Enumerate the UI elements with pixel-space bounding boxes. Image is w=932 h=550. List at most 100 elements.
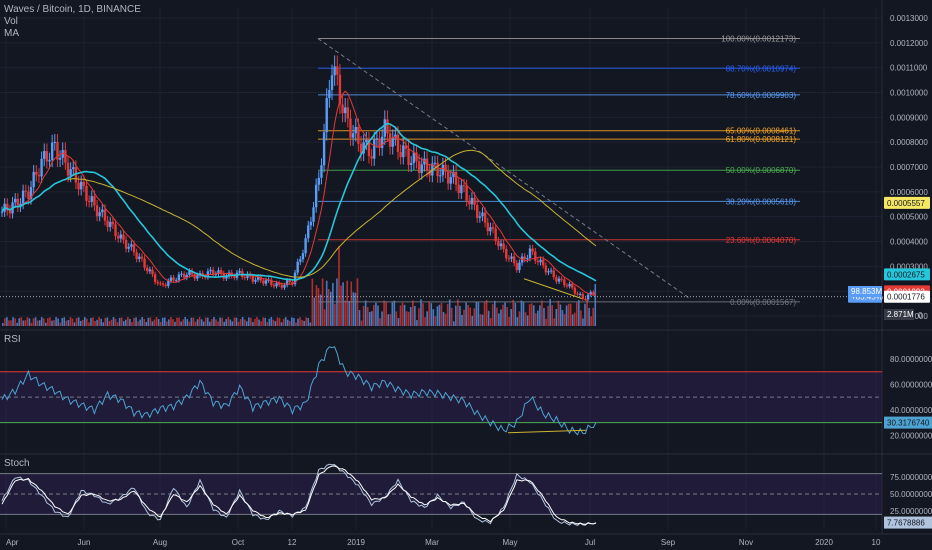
volume-bar [26,317,29,326]
candle-body [431,163,434,176]
candle-body [58,157,62,160]
candle-body [159,283,162,285]
candle-body [182,273,186,278]
volume-bar [317,288,320,326]
volume-bar [557,300,560,326]
volume-bar [293,317,295,326]
stoch-d-line [1,465,597,525]
volume-bar [545,318,547,326]
fibonacci-retracement[interactable]: 100.00%(0.0012173) 88.70%(0.0010974) 78.60… [0,35,882,307]
volume-bar [209,321,211,326]
fib-level-label: 61.80%(0.0008121) [726,135,797,144]
volume-bar [38,320,41,326]
price-tick-label: 0.0013000 [890,14,928,23]
volume-bar [489,318,492,326]
candle-body [251,276,254,282]
candle-body [317,177,320,185]
volume-bar [182,319,184,326]
volume-bar [184,317,187,326]
fib-level-label: 38.20%(0.0005618) [726,197,797,206]
volume-bar [24,320,27,326]
candle-body [336,66,339,75]
volume-bar [438,304,441,326]
volume-bar [377,305,379,326]
volume-bar [354,292,357,326]
candle-body [531,248,534,252]
candle-body [433,162,437,164]
volume-bar [537,310,539,326]
candle-body [85,185,88,201]
volume-bar [200,319,203,326]
candle-body [109,221,112,227]
time-axis[interactable]: Apr Jun Aug Oct 12 2019 Mar May Jul Sep Nov 2020 10 [6,538,881,547]
price-tick-label: 0.0009000 [890,113,928,122]
candle-body [280,284,284,288]
volume-bar [584,303,586,326]
candle-body [32,171,35,188]
fib-level-label: 50.00%(0.0006870) [726,166,797,175]
candle-body [196,275,199,279]
candle-body [48,159,51,162]
candle-body [82,181,86,186]
candle-body [24,190,27,192]
volume-bar [391,301,394,326]
volume-bar [559,304,562,326]
volume-bar [264,317,266,326]
volume-bar [403,304,406,326]
volume-bar [229,319,232,326]
volume-bar [409,307,412,326]
candle-body [552,270,555,278]
volume-bar [141,317,143,326]
volume-bar [32,318,35,326]
candle-body [322,132,326,166]
volume-bar [131,322,133,326]
candle-body [246,274,249,278]
price-candles [0,55,595,301]
candle-body [293,272,297,285]
price-tick-label: 0.0008000 [890,138,928,147]
candle-body [193,274,196,279]
candle-body [177,274,181,281]
candle-body [563,279,566,286]
volume-bar [127,317,129,326]
volume-bar [535,313,537,326]
volume-bar [118,317,121,326]
stoch-pane[interactable]: 75.0000000 50.0000000 25.0000000 7.7678886 [0,463,932,529]
candle-body [56,142,59,160]
time-tick-label: Nov [739,538,753,547]
volume-bar [67,319,70,326]
candle-body [233,276,236,278]
candle-body [494,228,497,241]
volume-bar [483,301,486,326]
candle-body [291,282,294,285]
divergence-line [523,278,583,300]
volume-bar [465,302,467,326]
candle-body [534,251,537,261]
volume-bars [2,246,597,326]
candle-body [523,256,526,260]
candle-body [288,280,291,283]
candle-body [243,277,247,279]
volume-bar [303,320,305,326]
rsi-pane[interactable]: 80.0000000 60.0000000 40.0000000 20.0000000… [0,346,932,440]
oscillator-tick-label: 40.0000000 [890,406,932,415]
volume-bar [418,308,420,326]
candle-body [441,164,445,176]
volume-bar [16,322,18,326]
candle-body [373,139,376,159]
volume-bar [161,317,164,326]
volume-bar [434,316,437,326]
volume-bar [4,318,6,326]
candle-body [167,280,170,287]
time-tick-label: Aug [153,538,167,547]
volume-bar [510,309,512,326]
volume-bar [71,318,74,326]
candle-body [69,169,72,176]
candle-body [365,139,368,143]
volume-bar [348,300,351,326]
price-axis[interactable]: 0.0013000 0.0012000 0.0011000 0.0010000 0.00… [848,14,930,321]
volume-bar [108,321,111,326]
volume-bar [248,317,250,326]
volume-bar [2,323,4,326]
